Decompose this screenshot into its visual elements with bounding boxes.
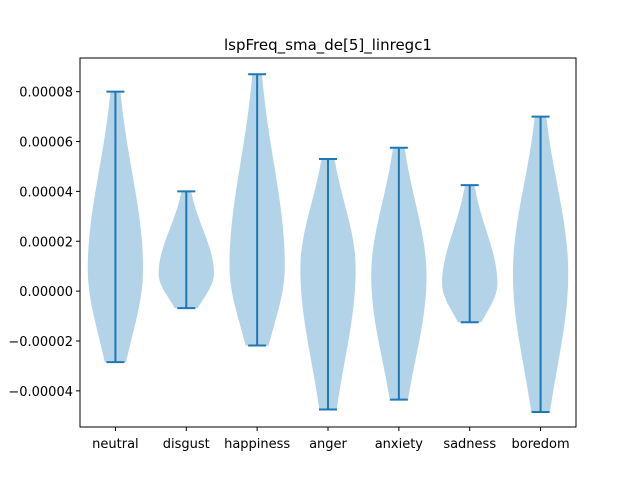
violin-bodies	[87, 73, 569, 414]
y-tick-label: 0.00006	[19, 136, 73, 151]
x-tick-label-sadness: sadness	[443, 437, 496, 452]
y-tick-label: 0.00002	[19, 235, 73, 250]
x-tick-label-disgust: disgust	[163, 437, 210, 452]
y-tick-label: 0.00000	[19, 285, 73, 300]
x-tick-label-anger: anger	[309, 437, 347, 452]
y-tick-label: 0.00008	[19, 86, 73, 101]
plot-frame	[79, 57, 577, 428]
y-tick-label: 0.00004	[19, 185, 73, 200]
y-tick-label: −0.00002	[8, 335, 73, 350]
y-axis-ticks: −0.00004 −0.00002 0.00000 0.00002 0.00004 0.0…	[8, 86, 80, 400]
chart-title: lspFreq_sma_de[5]_linregc1	[224, 36, 432, 55]
y-tick-label: −0.00004	[8, 385, 73, 400]
x-axis-ticks: neutral disgust happiness anger anxiety sadne…	[92, 427, 570, 452]
x-tick-label-neutral: neutral	[92, 437, 139, 452]
x-tick-label-happiness: happiness	[224, 437, 290, 452]
x-tick-label-anxiety: anxiety	[375, 437, 424, 452]
x-tick-label-boredom: boredom	[512, 437, 570, 452]
